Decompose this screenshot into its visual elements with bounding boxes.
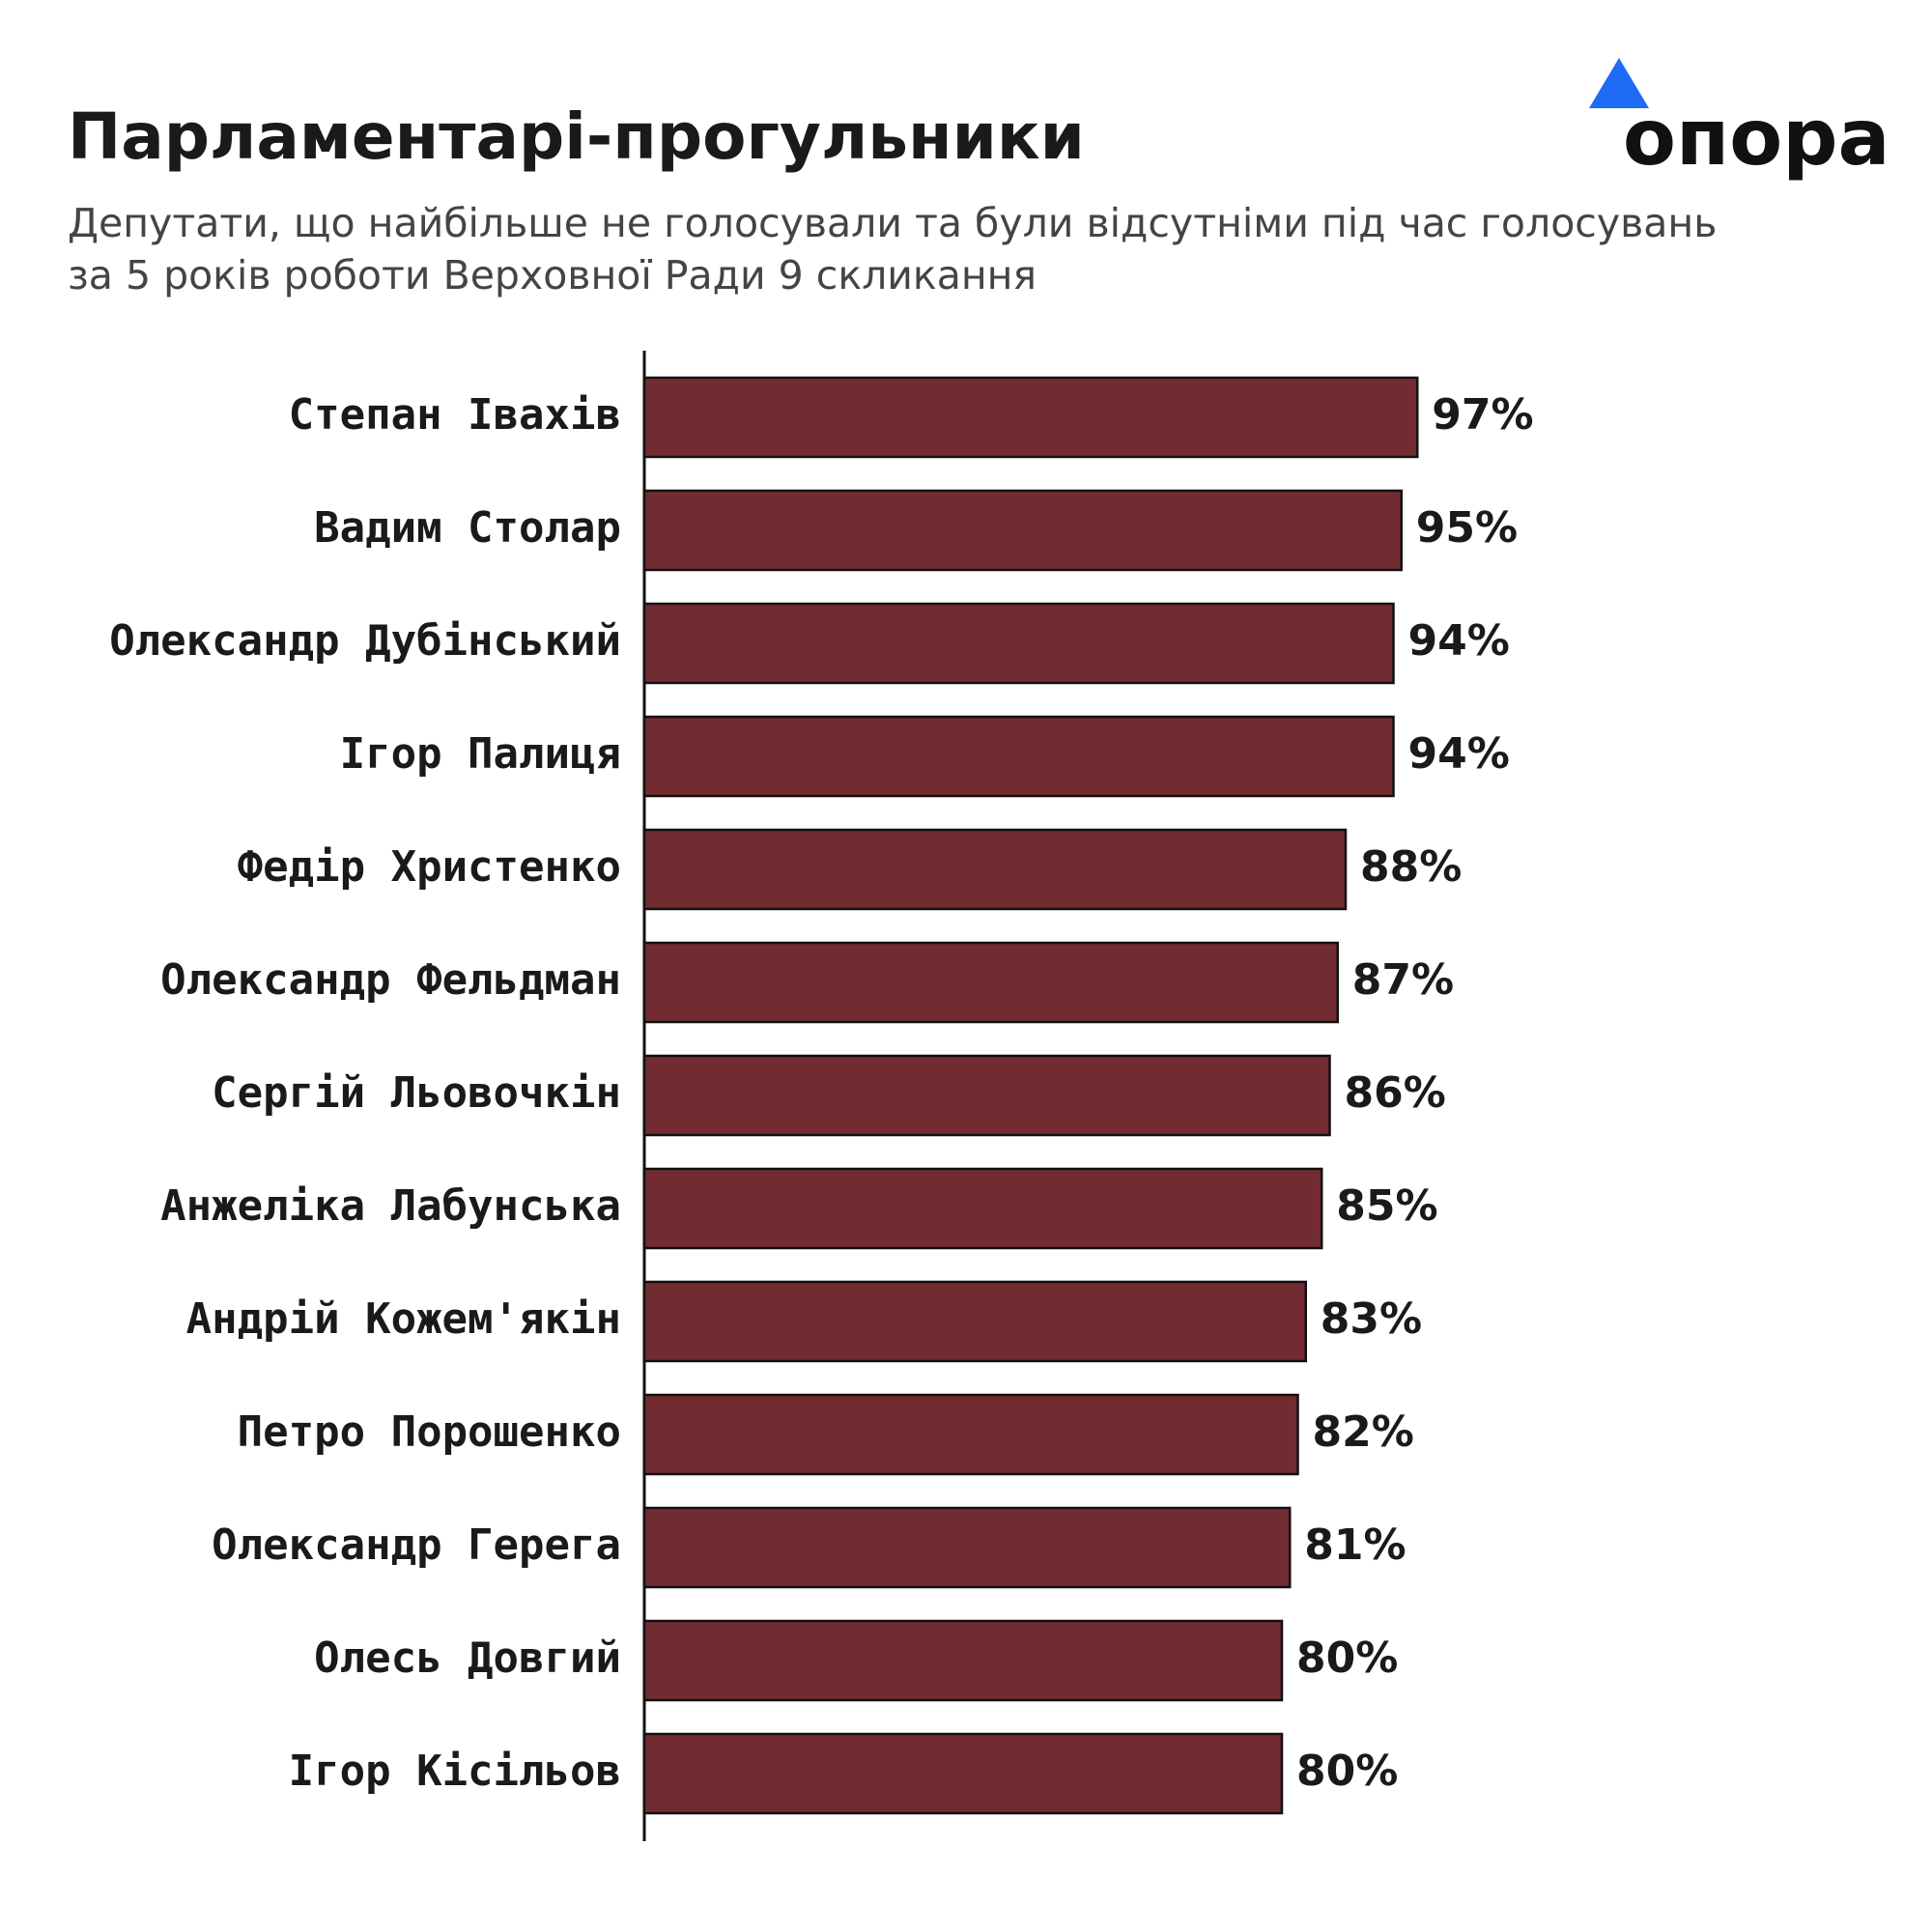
bar bbox=[642, 602, 1395, 685]
category-label: Федір Христенко bbox=[238, 842, 621, 892]
category-label: Сергій Льовочкін bbox=[212, 1068, 621, 1118]
value-label: 82% bbox=[1313, 1407, 1414, 1457]
category-label: Олександр Герега bbox=[212, 1520, 621, 1570]
chart-title: Парламентарі-прогульники bbox=[68, 99, 1085, 174]
category-label: Ігор Кісільов bbox=[289, 1747, 621, 1796]
bar bbox=[642, 715, 1395, 798]
value-label: 83% bbox=[1321, 1294, 1422, 1344]
category-label: Ігор Палиця bbox=[340, 729, 621, 779]
value-label: 95% bbox=[1416, 503, 1518, 553]
value-label: 85% bbox=[1336, 1181, 1437, 1231]
bar bbox=[642, 489, 1403, 572]
chart-subtitle: Депутати, що найбільше не голосували та … bbox=[68, 200, 1717, 246]
bar bbox=[642, 1619, 1284, 1702]
value-label: 88% bbox=[1360, 842, 1462, 892]
bar bbox=[642, 1167, 1323, 1250]
value-label: 97% bbox=[1432, 390, 1533, 440]
category-label: Андрій Кожем'якін bbox=[186, 1294, 621, 1344]
logo-triangle bbox=[1589, 58, 1649, 108]
value-label: 94% bbox=[1408, 729, 1510, 779]
category-label: Олесь Довгий bbox=[314, 1634, 621, 1683]
chart-subtitle: за 5 років роботи Верховної Ради 9 склик… bbox=[68, 252, 1037, 298]
value-label: 80% bbox=[1296, 1634, 1398, 1683]
bar bbox=[642, 1506, 1292, 1589]
category-label: Петро Порошенко bbox=[238, 1407, 621, 1457]
bar bbox=[642, 1054, 1331, 1137]
bar bbox=[642, 941, 1339, 1024]
value-label: 80% bbox=[1296, 1747, 1398, 1796]
category-label: Олександр Дубінський bbox=[109, 616, 621, 666]
category-label: Вадим Столар bbox=[314, 503, 621, 553]
value-label: 94% bbox=[1408, 616, 1510, 666]
category-label: Степан Івахів bbox=[289, 390, 621, 440]
bar bbox=[642, 1280, 1307, 1363]
value-label: 81% bbox=[1304, 1520, 1406, 1570]
bar bbox=[642, 828, 1348, 911]
value-label: 86% bbox=[1345, 1068, 1446, 1118]
logo: опора bbox=[1623, 93, 1889, 183]
bar bbox=[642, 376, 1419, 459]
category-label: Олександр Фельдман bbox=[160, 955, 621, 1005]
bar bbox=[642, 1393, 1299, 1476]
bar bbox=[642, 1732, 1284, 1815]
value-label: 87% bbox=[1352, 955, 1454, 1005]
category-label: Анжеліка Лабунська bbox=[160, 1181, 621, 1231]
